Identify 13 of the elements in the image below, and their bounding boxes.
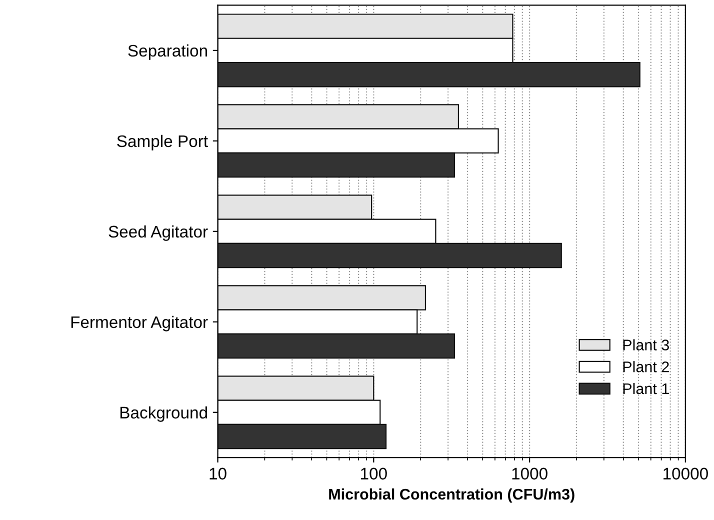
legend-label: Plant 2 [623,361,669,372]
y-tick-label: Separation [128,44,207,60]
x-tick-label: 1000 [512,468,548,480]
y-tick-label: Sample Port [117,134,208,150]
x-tick-label: 100 [361,468,387,480]
x-tick-label: 10000 [664,468,708,480]
x-tick-label: 10 [210,468,226,480]
legend-label: Plant 1 [623,382,669,394]
y-tick-label: Fermentor Agitator [71,316,208,332]
y-tick-label: Background [120,406,207,422]
legend-label: Plant 3 [623,339,669,350]
x-axis-title: Microbial Concentration (CFU/m3) [329,488,574,503]
y-tick-label: Seed Agitator [108,225,208,241]
